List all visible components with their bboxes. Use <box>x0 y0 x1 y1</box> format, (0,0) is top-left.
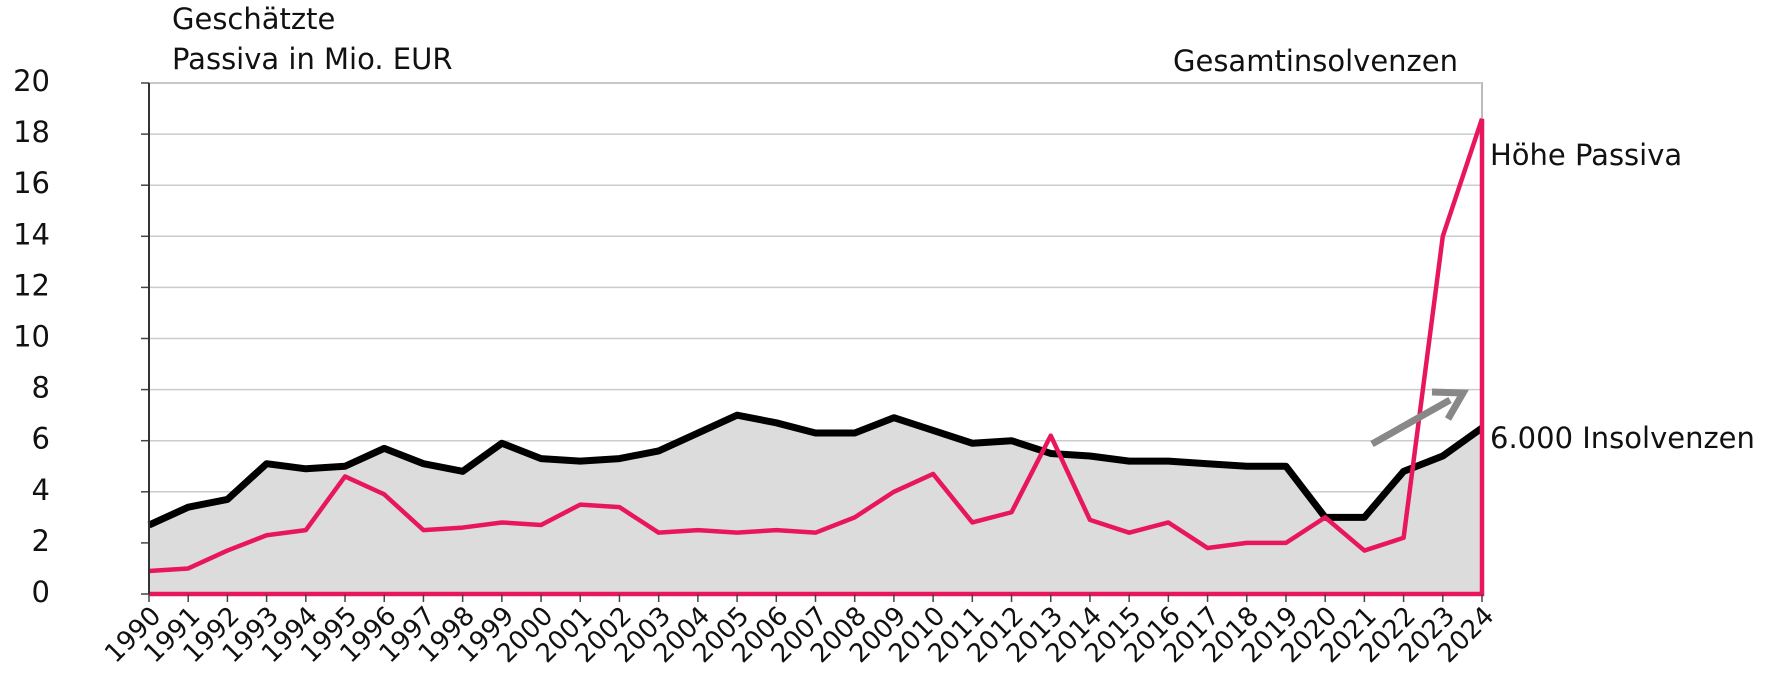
y-tick-label: 10 <box>13 320 50 354</box>
y-tick-label: 4 <box>32 473 50 507</box>
y-tick-label: 12 <box>13 268 50 302</box>
y-tick-label: 18 <box>13 115 50 149</box>
series-label: Höhe Passiva <box>1490 138 1682 172</box>
y-tick-label: 16 <box>13 166 50 200</box>
series-label: 6.000 Insolvenzen <box>1490 421 1755 455</box>
y-tick-label: 6 <box>32 422 50 456</box>
area <box>149 415 1482 594</box>
arrow-head <box>1431 388 1469 421</box>
y-tick-label: 14 <box>13 217 50 251</box>
y2-axis-label: Gesamtinsolvenzen <box>1173 44 1458 78</box>
y-axis-label: Geschätzte <box>172 2 335 36</box>
line <box>148 118 1485 574</box>
line <box>147 411 1485 529</box>
y-tick-label: 2 <box>32 524 50 558</box>
y-tick-label: 0 <box>32 575 50 609</box>
y-axis-label: Passiva in Mio. EUR <box>172 42 452 76</box>
arrow <box>1370 396 1452 448</box>
y-tick-label: 8 <box>32 371 50 405</box>
y-tick-label: 20 <box>13 64 50 98</box>
